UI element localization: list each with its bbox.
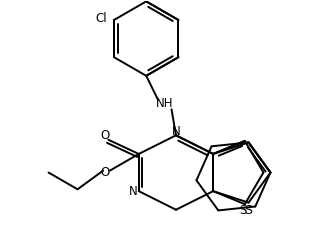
Text: N: N (172, 125, 181, 138)
Text: N: N (129, 185, 137, 198)
Text: NH: NH (156, 97, 174, 110)
Text: S: S (245, 204, 253, 217)
Text: Cl: Cl (95, 12, 107, 25)
Text: O: O (101, 166, 110, 179)
Text: S: S (239, 204, 247, 217)
Text: O: O (100, 129, 109, 142)
